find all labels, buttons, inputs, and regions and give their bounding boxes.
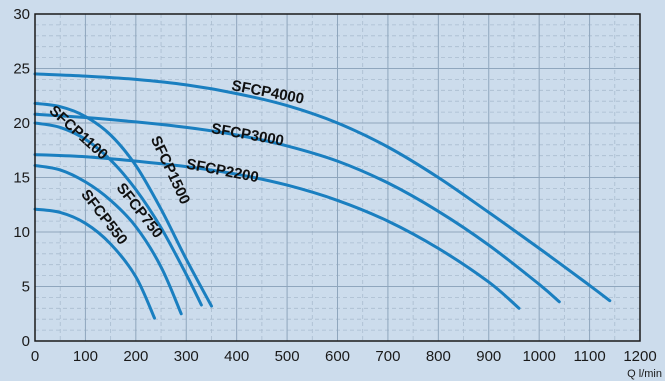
series-line-sfcp1100 bbox=[33, 121, 203, 307]
y-tick-label: 10 bbox=[13, 224, 30, 241]
series-line-sfcp550 bbox=[33, 207, 156, 320]
y-tick-label: 5 bbox=[22, 279, 30, 296]
series-line-sfcp750 bbox=[33, 164, 183, 316]
x-tick-label: 1100 bbox=[573, 348, 605, 365]
y-axis-ticks: 0 5 10 15 20 25 30 bbox=[13, 6, 30, 350]
x-tick-label: 700 bbox=[375, 348, 400, 365]
x-axis-title: Q l/min bbox=[627, 368, 662, 380]
y-tick-label: 30 bbox=[13, 6, 30, 23]
y-tick-label: 20 bbox=[13, 115, 30, 132]
x-tick-label: 400 bbox=[224, 348, 249, 365]
x-tick-label: 900 bbox=[476, 348, 501, 365]
x-tick-label: 1000 bbox=[522, 348, 555, 365]
x-tick-label: 1200 bbox=[623, 348, 656, 365]
series-line-sfcp4000 bbox=[33, 72, 612, 303]
x-tick-label: 200 bbox=[123, 348, 148, 365]
x-axis-ticks: 0 100 200 300 400 500 600 700 800 900 1000 1100 1200 bbox=[31, 348, 657, 365]
series-line-sfcp3000 bbox=[33, 112, 561, 304]
plot-frame bbox=[34, 13, 641, 342]
x-tick-label: 100 bbox=[73, 348, 98, 365]
x-tick-label: 0 bbox=[31, 348, 39, 365]
y-tick-label: 0 bbox=[22, 333, 30, 350]
y-tick-label: 25 bbox=[13, 61, 30, 78]
series-line-sfcp1500 bbox=[33, 101, 213, 308]
series-line-sfcp2200 bbox=[33, 153, 521, 310]
y-tick-label: 15 bbox=[13, 170, 30, 187]
series-layer bbox=[33, 72, 612, 320]
x-tick-label: 300 bbox=[174, 348, 199, 365]
x-tick-label: 800 bbox=[426, 348, 451, 365]
x-tick-label: 600 bbox=[325, 348, 350, 365]
x-tick-label: 500 bbox=[275, 348, 300, 365]
